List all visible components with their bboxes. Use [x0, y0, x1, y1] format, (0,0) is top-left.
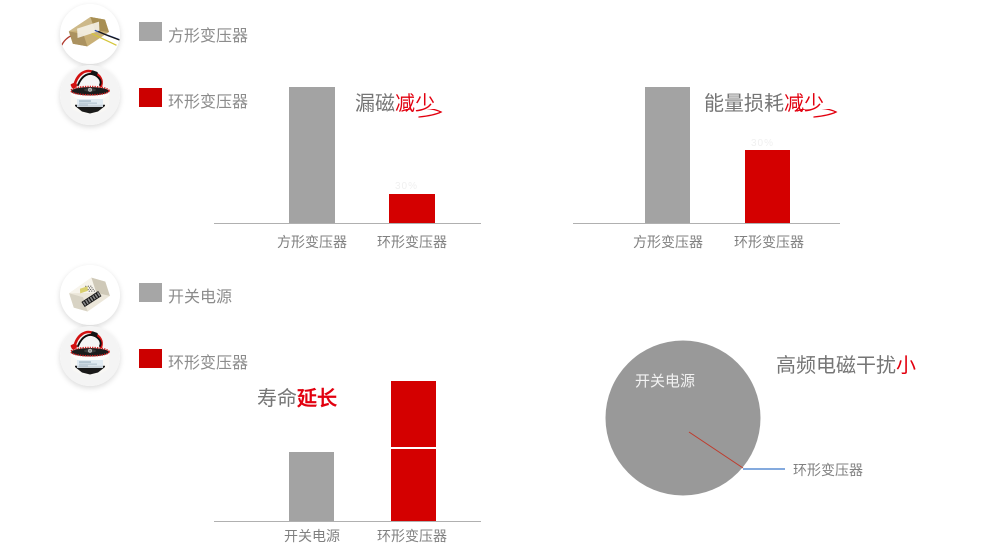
- svg-text:开关电源: 开关电源: [635, 373, 695, 390]
